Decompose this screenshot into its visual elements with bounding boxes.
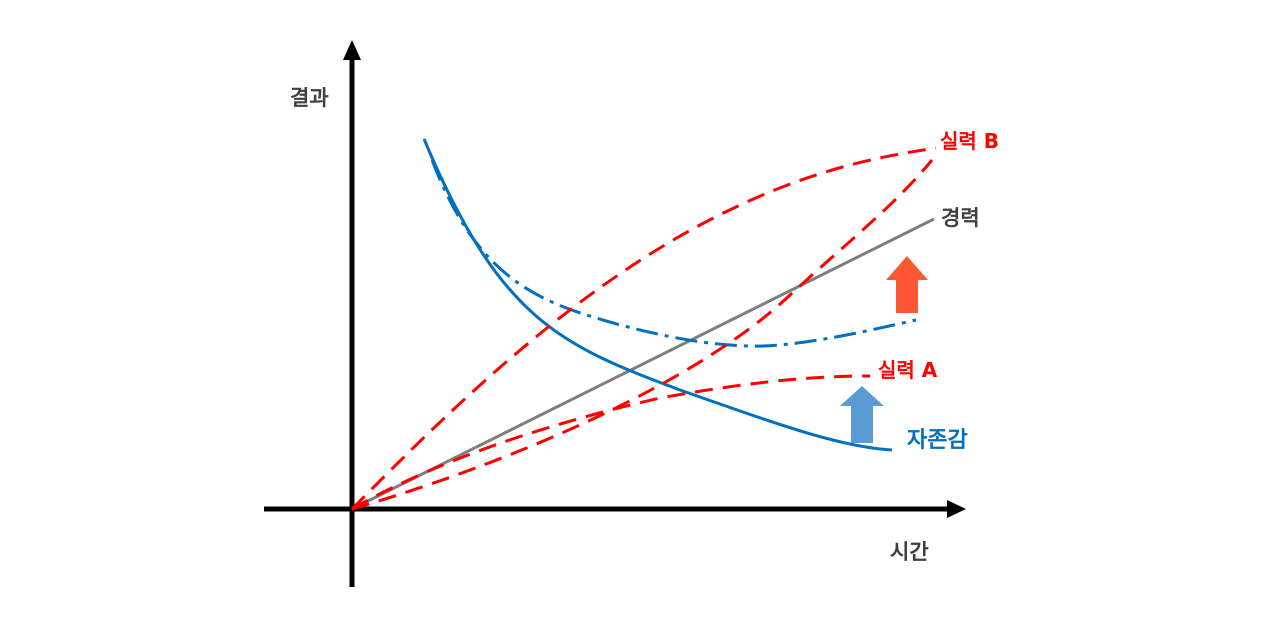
self-esteem-improved-curve [430, 159, 917, 348]
skill-b-curve [350, 146, 937, 511]
x-axis-arrowhead [947, 500, 966, 518]
x-axis-label: 시간 [890, 540, 929, 564]
lower-up-arrow [840, 386, 884, 443]
self-esteem-curve [422, 138, 893, 452]
skill-a-curve-lower [351, 159, 934, 511]
y-axis-label: 결과 [290, 86, 329, 110]
skill-b-label: 실력 B [940, 129, 1000, 153]
skill-a-label: 실력 A [878, 358, 938, 382]
axes [264, 40, 966, 587]
self-esteem-label: 자존감 [907, 428, 968, 453]
career-label: 경력 [941, 206, 980, 230]
upper-up-arrow [886, 256, 928, 313]
y-axis-arrowhead [343, 40, 361, 60]
skill-a-curve-upper [351, 374, 871, 511]
career-line [351, 217, 935, 511]
